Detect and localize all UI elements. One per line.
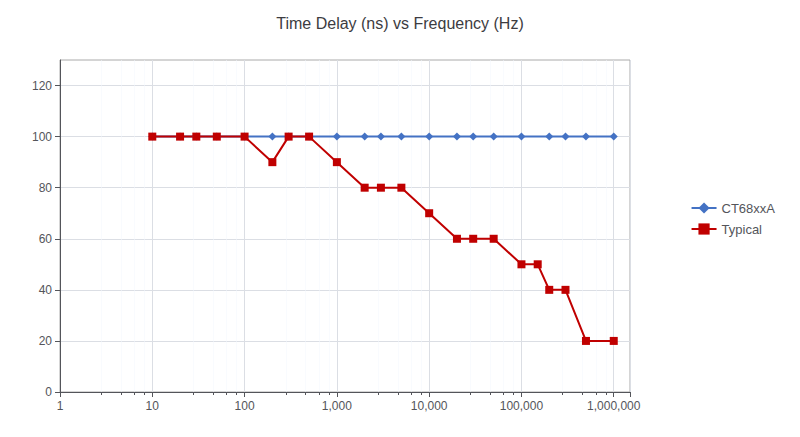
svg-text:0: 0 xyxy=(45,385,52,399)
svg-text:1,000: 1,000 xyxy=(322,399,352,413)
svg-text:1,000,000: 1,000,000 xyxy=(587,399,641,413)
svg-text:120: 120 xyxy=(32,79,52,93)
svg-text:Time Delay (ns) vs Frequency (: Time Delay (ns) vs Frequency (Hz) xyxy=(276,15,523,32)
svg-text:10,000: 10,000 xyxy=(411,399,448,413)
svg-text:1: 1 xyxy=(57,399,64,413)
svg-text:100: 100 xyxy=(235,399,255,413)
svg-text:10: 10 xyxy=(146,399,160,413)
svg-text:100: 100 xyxy=(32,130,52,144)
svg-text:40: 40 xyxy=(39,283,53,297)
svg-text:60: 60 xyxy=(39,232,53,246)
svg-text:80: 80 xyxy=(39,181,53,195)
svg-text:20: 20 xyxy=(39,334,53,348)
svg-text:CT68xxA: CT68xxA xyxy=(722,201,776,216)
svg-text:100,000: 100,000 xyxy=(500,399,544,413)
svg-text:Typical: Typical xyxy=(722,222,763,237)
